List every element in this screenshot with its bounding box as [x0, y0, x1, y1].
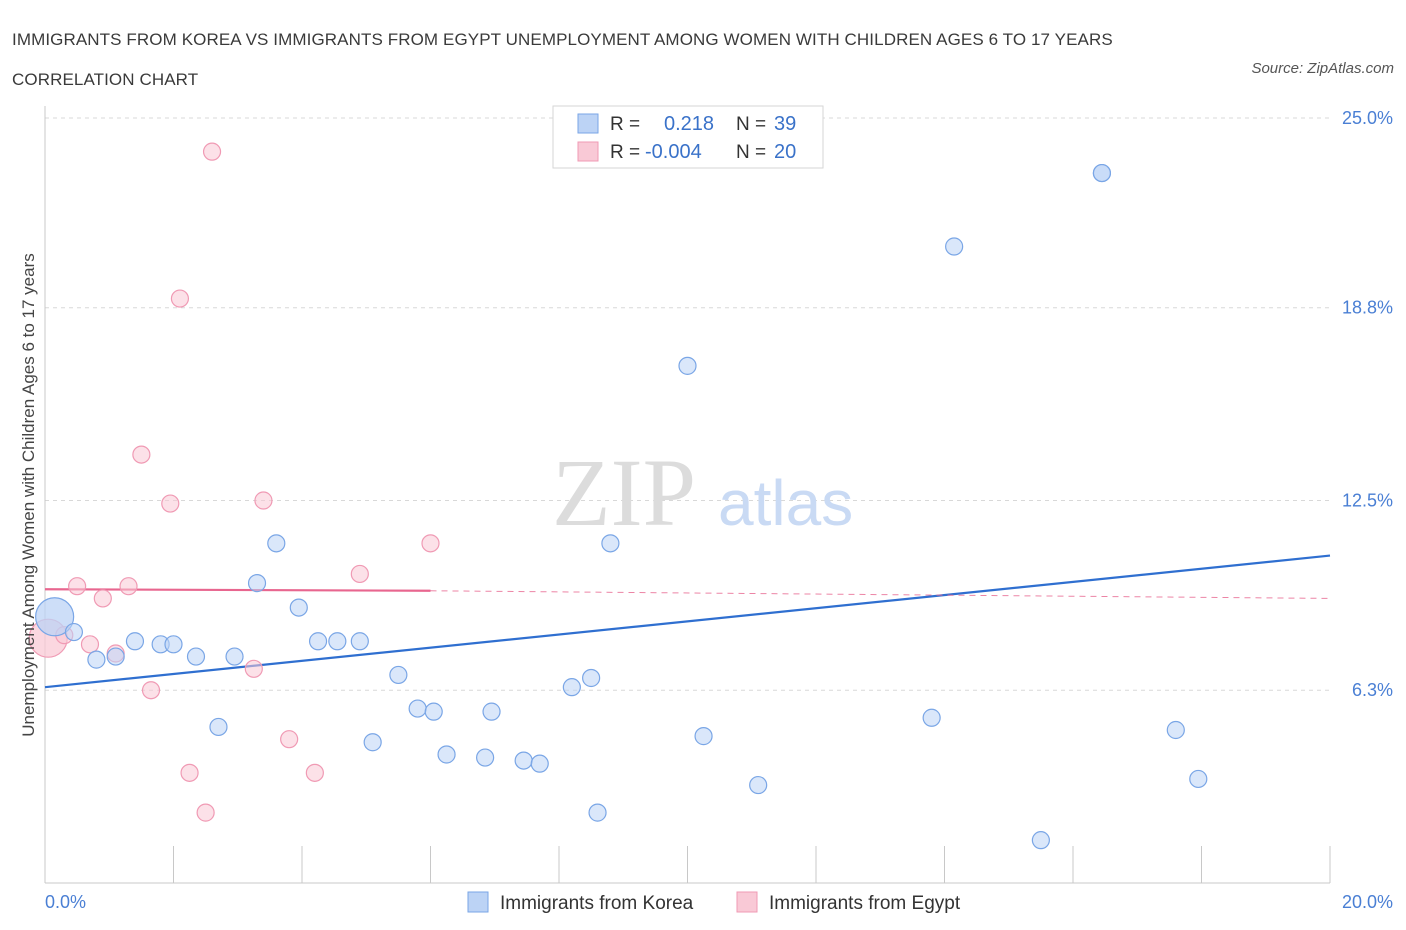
- korea-point: [588, 803, 607, 822]
- egypt-point: [244, 659, 263, 678]
- legend-egypt-swatch: [736, 891, 758, 913]
- axes: [44, 106, 1331, 884]
- korea-point: [164, 635, 183, 654]
- korea-point: [125, 632, 145, 651]
- grid-lines: [45, 117, 1330, 691]
- egypt-point: [350, 564, 369, 584]
- korea-point: [582, 668, 601, 688]
- watermark-zip: ZIP: [552, 439, 696, 546]
- egypt-point: [170, 289, 190, 308]
- egypt-point: [141, 681, 161, 700]
- korea-point: [225, 647, 244, 666]
- egypt-point: [68, 577, 87, 596]
- legend-korea-swatch: [467, 891, 489, 913]
- watermark: ZIP atlas: [552, 439, 853, 546]
- source-label: Source: ZipAtlas.com: [1251, 60, 1394, 77]
- korea-point: [247, 574, 267, 593]
- korea-point: [308, 632, 328, 651]
- korea-point: [1031, 831, 1050, 850]
- egypt-r-label: R =: [610, 142, 640, 163]
- korea-point: [424, 702, 443, 721]
- y-tick-label: 25.0%: [1342, 108, 1393, 128]
- egypt-point: [280, 730, 299, 749]
- korea-point: [437, 745, 456, 764]
- legend-korea-label: Immigrants from Korea: [500, 893, 694, 914]
- korea-point: [514, 751, 533, 770]
- korea-point: [35, 597, 75, 637]
- korea-point: [476, 748, 495, 767]
- x-tick-label: 20.0%: [1342, 892, 1393, 912]
- korea-point: [186, 647, 206, 666]
- korea-point: [267, 534, 286, 553]
- stats-legend: R = 0.218 N = 39 R = -0.004 N = 20: [552, 105, 824, 169]
- egypt-point: [196, 803, 215, 822]
- egypt-swatch: [577, 141, 599, 162]
- chart-title: IMMIGRANTS FROM KOREA VS IMMIGRANTS FROM…: [12, 30, 1113, 89]
- egypt-point: [119, 577, 138, 596]
- korea-point: [945, 237, 964, 256]
- korea-point: [408, 699, 427, 718]
- egypt-point: [132, 445, 151, 464]
- korea-point: [530, 754, 549, 773]
- y-tick-label: 18.8%: [1342, 298, 1393, 318]
- korea-point: [64, 622, 84, 642]
- y-axis-label: Unemployment Among Women with Children A…: [19, 253, 38, 737]
- korea-point: [87, 650, 106, 669]
- egypt-point: [202, 142, 222, 161]
- korea-point: [363, 733, 382, 752]
- data-points: [28, 142, 1208, 850]
- y-tick-label: 6.3%: [1352, 680, 1393, 700]
- watermark-atlas: atlas: [718, 467, 853, 539]
- korea-point: [694, 727, 713, 746]
- egypt-r-value: -0.004: [645, 141, 702, 163]
- korea-trend-line: [44, 554, 1331, 689]
- korea-point: [1189, 769, 1208, 789]
- tick-labels: 6.3% 12.5% 18.8% 25.0% 0.0% 20.0%: [45, 108, 1393, 912]
- egypt-trend-line: [44, 588, 431, 592]
- korea-swatch: [577, 113, 599, 134]
- egypt-point: [180, 763, 199, 782]
- egypt-point: [93, 589, 112, 608]
- korea-point: [678, 356, 697, 375]
- korea-point: [482, 702, 501, 721]
- egypt-n-value: 20: [774, 141, 796, 163]
- egypt-point: [161, 494, 180, 513]
- egypt-point: [80, 635, 100, 654]
- korea-point: [562, 678, 581, 697]
- korea-n-label: N =: [736, 114, 766, 135]
- korea-point: [1166, 720, 1185, 740]
- korea-point: [1092, 163, 1112, 183]
- korea-r-value: 0.218: [664, 113, 714, 135]
- egypt-point: [421, 534, 440, 553]
- korea-point: [749, 775, 768, 795]
- y-tick-label: 12.5%: [1342, 491, 1393, 511]
- korea-point: [922, 708, 941, 727]
- korea-point: [350, 632, 369, 651]
- egypt-trend-extension: [430, 590, 1331, 599]
- egypt-point: [305, 763, 324, 782]
- x-tick-label: 0.0%: [45, 892, 86, 912]
- egypt-n-label: N =: [736, 142, 766, 163]
- korea-n-value: 39: [774, 113, 796, 135]
- korea-point: [106, 647, 125, 666]
- series-legend: Immigrants from Korea Immigrants from Eg…: [467, 891, 961, 914]
- legend-egypt-label: Immigrants from Egypt: [769, 893, 961, 914]
- korea-point: [389, 665, 408, 685]
- korea-point: [289, 598, 308, 617]
- korea-point: [601, 534, 620, 553]
- egypt-point: [254, 491, 273, 510]
- korea-point: [328, 632, 347, 651]
- korea-point: [209, 717, 228, 737]
- trend-lines: [44, 554, 1331, 689]
- korea-r-label: R =: [610, 114, 640, 135]
